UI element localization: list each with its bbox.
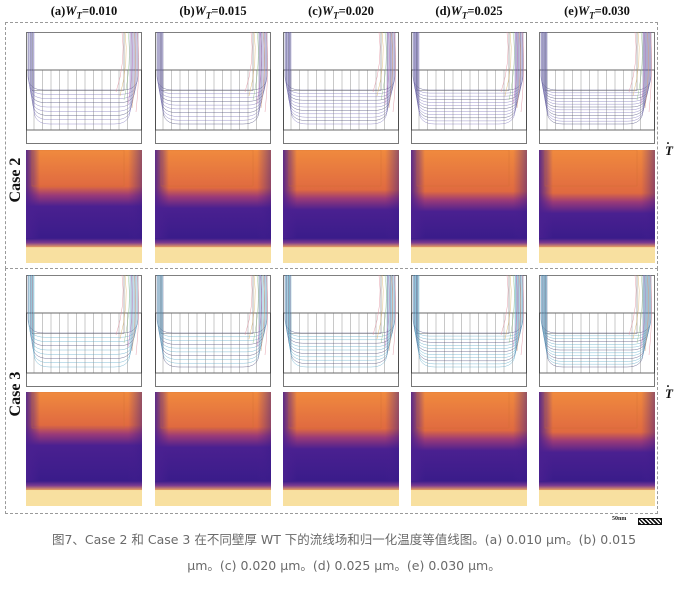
case3-streamline-plot-b (155, 275, 271, 387)
case2-label: Case 2 (7, 157, 24, 203)
figure-caption: 图7、Case 2 和 Case 3 在不同壁厚 WT 下的流线场和归一化温度等… (0, 527, 688, 579)
case2-temperature-plot-b (155, 150, 271, 263)
case2-temperature-plot-e (539, 150, 655, 263)
column-title-e: (e)WT=0.030 (564, 4, 630, 21)
case3-streamline-plot-a (26, 275, 142, 387)
case2-streamline-plot-d (411, 32, 527, 144)
case3-streamline-plot-e (539, 275, 655, 387)
case3-temperature-plot-a (26, 392, 142, 506)
case3-temperature-symbol: · T (665, 379, 673, 401)
case3-temperature-plot-c (283, 392, 399, 506)
case2-streamline-plot-b (155, 32, 271, 144)
case3-temperature-plot-e (539, 392, 655, 506)
case3-streamline-plot-c (283, 275, 399, 387)
case2-temperature-symbol: · T (665, 136, 673, 158)
column-title-d: (d)WT=0.025 (435, 4, 503, 21)
case3-panel (5, 268, 658, 514)
case2-temperature-plot-d (411, 150, 527, 263)
caption-line-2: μm。(c) 0.020 μm。(d) 0.025 μm。(e) 0.030 μ… (187, 558, 501, 573)
case3-temperature-plot-b (155, 392, 271, 506)
case3-temperature-plot-d (411, 392, 527, 506)
case3-label: Case 3 (7, 371, 24, 417)
case2-streamline-plot-a (26, 32, 142, 144)
column-title-b: (b)WT=0.015 (179, 4, 247, 21)
column-title-c: (c)WT=0.020 (308, 4, 374, 21)
scale-bar: 50nm (612, 516, 682, 526)
case2-temperature-plot-a (26, 150, 142, 263)
case2-streamline-plot-c (283, 32, 399, 144)
case2-streamline-plot-e (539, 32, 655, 144)
caption-line-1: 图7、Case 2 和 Case 3 在不同壁厚 WT 下的流线场和归一化温度等… (51, 532, 637, 547)
column-title-a: (a)WT=0.010 (50, 4, 118, 21)
figure: (a)WT=0.010 (b)WT=0.015 (c)WT=0.020 (d)W… (5, 4, 673, 525)
scale-bar-hatch (638, 518, 662, 525)
case3-streamline-plot-d (411, 275, 527, 387)
case2-temperature-plot-c (283, 150, 399, 263)
